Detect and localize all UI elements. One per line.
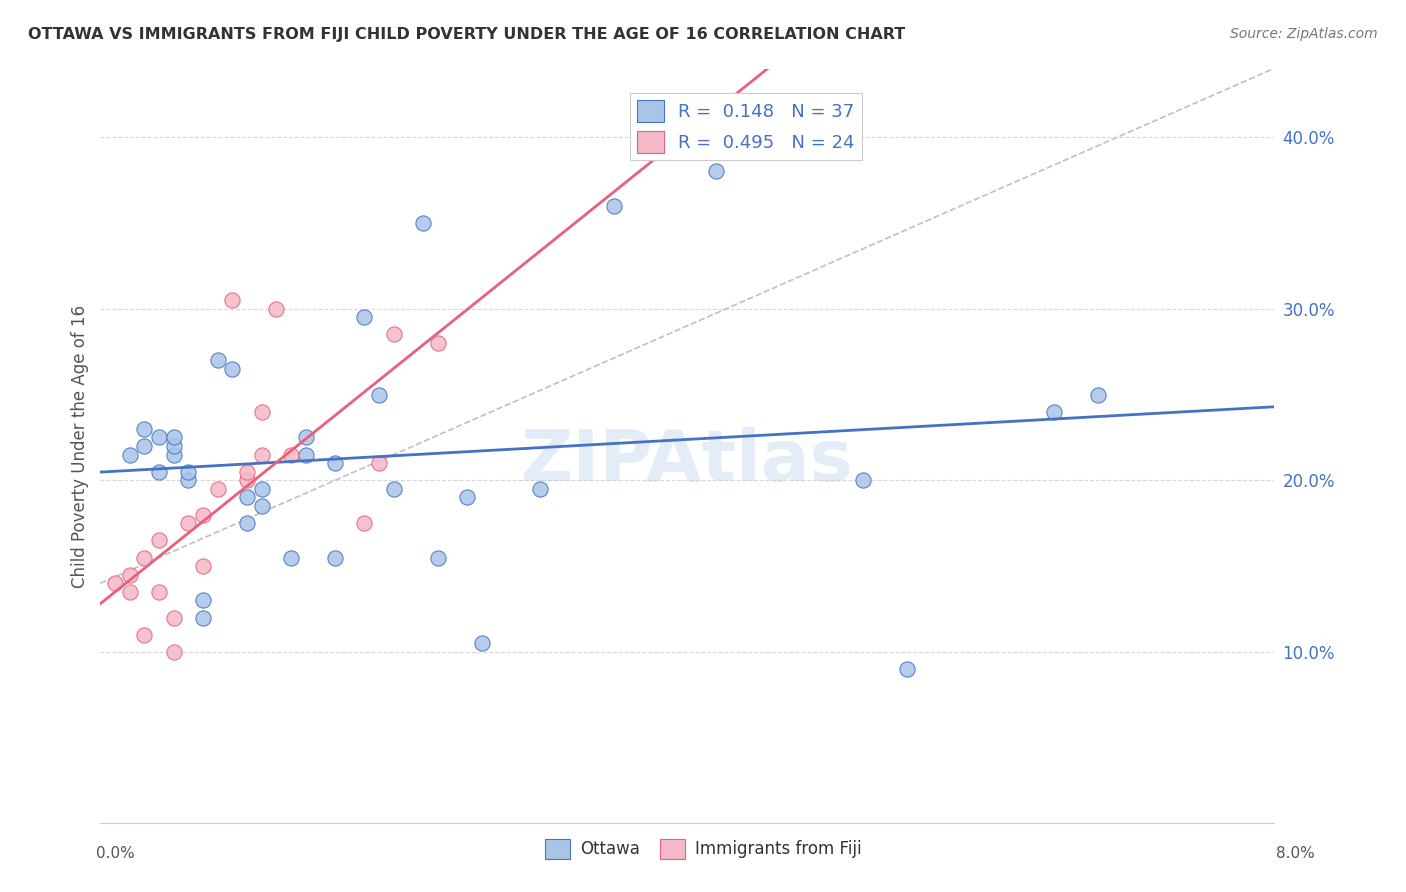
Point (266, 301, 288, 316)
Point (236, 465, 259, 479)
Point (294, 448, 316, 462)
Point (1043, 405, 1066, 419)
Point (148, 533, 170, 548)
Point (163, 610, 186, 624)
Text: ZIPAtlas: ZIPAtlas (520, 426, 853, 496)
Point (852, 473, 875, 487)
Point (236, 473, 259, 487)
Point (191, 593, 214, 607)
Point (148, 465, 170, 479)
Point (191, 610, 214, 624)
Legend: R =  0.148   N = 37, R =  0.495   N = 24: R = 0.148 N = 37, R = 0.495 N = 24 (630, 93, 862, 161)
Point (382, 482, 405, 496)
Point (412, 216, 434, 230)
Point (148, 430, 170, 444)
Point (191, 508, 214, 522)
Point (163, 439, 186, 453)
Point (207, 482, 229, 496)
Point (177, 516, 200, 531)
Text: OTTAWA VS IMMIGRANTS FROM FIJI CHILD POVERTY UNDER THE AGE OF 16 CORRELATION CHA: OTTAWA VS IMMIGRANTS FROM FIJI CHILD POV… (28, 27, 905, 42)
Point (163, 448, 186, 462)
Point (896, 662, 918, 676)
Point (382, 327, 405, 342)
Legend: Ottawa, Immigrants from Fiji: Ottawa, Immigrants from Fiji (538, 832, 868, 866)
Point (280, 550, 302, 565)
Point (207, 353, 229, 368)
Point (236, 491, 259, 505)
Point (134, 422, 156, 436)
Y-axis label: Child Poverty Under the Age of 16: Child Poverty Under the Age of 16 (72, 304, 89, 588)
Point (353, 516, 375, 531)
Point (1087, 387, 1109, 401)
Point (177, 465, 200, 479)
Point (250, 499, 273, 513)
Point (368, 456, 391, 470)
Point (368, 387, 391, 401)
Text: 8.0%: 8.0% (1275, 847, 1315, 861)
Point (323, 550, 346, 565)
Point (118, 585, 141, 599)
Point (603, 199, 626, 213)
Point (148, 585, 170, 599)
Point (280, 448, 302, 462)
Point (706, 164, 728, 178)
Point (134, 550, 156, 565)
Point (250, 482, 273, 496)
Point (250, 448, 273, 462)
Point (134, 439, 156, 453)
Point (294, 430, 316, 444)
Point (118, 448, 141, 462)
Point (163, 645, 186, 659)
Point (104, 576, 127, 591)
Point (426, 550, 449, 565)
Point (471, 636, 494, 650)
Point (221, 361, 243, 376)
Point (529, 482, 551, 496)
Point (250, 405, 273, 419)
Point (236, 516, 259, 531)
Text: Source: ZipAtlas.com: Source: ZipAtlas.com (1230, 27, 1378, 41)
Point (191, 559, 214, 574)
Text: 0.0%: 0.0% (96, 847, 135, 861)
Point (353, 310, 375, 325)
Point (323, 456, 346, 470)
Point (426, 336, 449, 351)
Point (177, 473, 200, 487)
Point (163, 430, 186, 444)
Point (134, 628, 156, 642)
Point (221, 293, 243, 307)
Point (118, 567, 141, 582)
Point (456, 491, 478, 505)
